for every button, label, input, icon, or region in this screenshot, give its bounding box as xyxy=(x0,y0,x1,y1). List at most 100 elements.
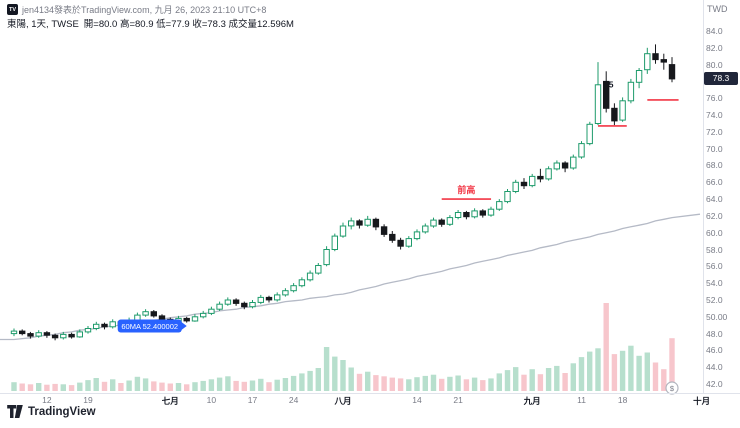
candle-body xyxy=(282,290,289,296)
candle-body xyxy=(35,332,42,337)
volume-bar xyxy=(110,379,116,391)
price-tick: 84.0 xyxy=(706,26,723,36)
candle-body xyxy=(454,212,462,218)
candle-body xyxy=(520,181,528,187)
candle-body xyxy=(660,59,667,63)
price-tick: 56.0 xyxy=(706,261,723,272)
volume-bar xyxy=(118,383,124,391)
candle-body xyxy=(553,162,560,170)
time-tick: 17 xyxy=(247,395,258,405)
volume-bar xyxy=(307,370,313,391)
dividend-marker-icon[interactable] xyxy=(665,381,679,395)
price-tick: 66.0 xyxy=(706,177,723,188)
candle-body xyxy=(315,265,322,274)
volume-bar xyxy=(241,381,247,391)
candle-body xyxy=(504,191,511,203)
attribution-link[interactable]: jen4134發表於TradingView.com, 九月 26, 2023 2… xyxy=(22,5,267,15)
candle-body xyxy=(561,162,569,169)
candle-body xyxy=(438,219,445,225)
time-tick: 10 xyxy=(206,395,217,405)
candle-body xyxy=(652,53,659,61)
candle-body xyxy=(397,239,404,247)
volume-bar xyxy=(406,379,412,391)
time-tick: 11 xyxy=(577,395,586,405)
time-axis[interactable]: 12 19 七月 10 17 24 八月 14 21 九月 11 18 十月 xyxy=(0,395,740,410)
candle-body xyxy=(331,235,339,251)
volume-bar xyxy=(142,378,149,391)
price-tick: 70.0 xyxy=(706,143,723,154)
time-tick: 七月 xyxy=(161,396,179,406)
wave-count-label: 5 xyxy=(609,79,614,89)
volume-bar xyxy=(373,375,379,391)
volume-bar xyxy=(439,378,445,391)
candle-body xyxy=(356,220,363,226)
volume-bar xyxy=(36,383,42,391)
candle-body xyxy=(101,323,108,328)
candle-body xyxy=(68,333,75,338)
candle-body xyxy=(627,81,635,102)
candle-body xyxy=(405,238,413,247)
candle-body xyxy=(298,279,306,287)
time-axis-border xyxy=(0,393,740,394)
volume-bar xyxy=(562,373,568,391)
candle-body xyxy=(463,212,470,218)
candle-body xyxy=(158,315,166,320)
price-tick: 64.0 xyxy=(706,194,723,205)
candle-body xyxy=(265,296,273,301)
volume-bar xyxy=(545,368,552,391)
price-tick: 44.0 xyxy=(706,362,723,373)
volume-bar xyxy=(397,378,404,391)
price-axis[interactable]: 84.082.080.078.076.074.072.070.068.066.0… xyxy=(704,0,740,392)
tradingview-logo-icon xyxy=(7,405,23,418)
candle-body xyxy=(479,210,487,216)
candle-body xyxy=(586,123,593,145)
dividend-marker-label: $ xyxy=(670,384,675,393)
volume-bar xyxy=(603,303,609,391)
ma-label-pointer-icon xyxy=(180,321,187,331)
volume-bar xyxy=(356,373,363,391)
price-axis-border xyxy=(703,0,704,393)
volume-bar xyxy=(381,376,387,391)
time-tick: 14 xyxy=(412,395,422,405)
volume-bar xyxy=(389,377,395,391)
price-tick: 74.0 xyxy=(706,110,723,121)
candle-body xyxy=(487,208,495,216)
time-tick: 十月 xyxy=(693,396,711,406)
volume-bar xyxy=(587,351,593,391)
volume-bar xyxy=(126,380,132,391)
candle-body xyxy=(257,296,265,303)
candle-body xyxy=(232,299,240,304)
volume-bar xyxy=(488,378,494,391)
volume-bar xyxy=(315,368,321,391)
candle-body xyxy=(389,233,396,241)
volume-bar xyxy=(332,356,338,391)
volume-bar xyxy=(274,379,280,391)
candle-body xyxy=(76,331,83,338)
candle-body xyxy=(323,249,330,266)
time-tick: 12 xyxy=(42,395,52,405)
volume-bar xyxy=(290,375,297,391)
volume-bar xyxy=(430,374,437,391)
price-tick: 72.0 xyxy=(706,126,723,137)
ma60-line xyxy=(0,213,701,341)
candle-body xyxy=(380,226,388,235)
candle-body xyxy=(529,175,536,187)
volume-bar xyxy=(52,383,58,391)
volume-bar xyxy=(27,384,34,391)
volume-bar xyxy=(628,345,634,391)
tradingview-mini-logo-icon: TV xyxy=(7,4,18,15)
candle-body xyxy=(274,294,281,301)
candle-body xyxy=(537,175,544,180)
candle-body xyxy=(183,317,190,322)
volume-bar xyxy=(11,382,17,391)
candle-body xyxy=(364,218,371,226)
ohlcv-stats: 開=80.0 高=80.9 低=77.9 收=78.3 成交量12.596M xyxy=(83,19,294,30)
candle-body xyxy=(471,210,478,218)
volume-bar xyxy=(636,355,642,391)
volume-bar xyxy=(159,382,165,391)
volume-bar xyxy=(644,352,650,391)
tradingview-footer-logo[interactable]: TradingView xyxy=(7,405,96,418)
volume-bar xyxy=(93,378,99,391)
